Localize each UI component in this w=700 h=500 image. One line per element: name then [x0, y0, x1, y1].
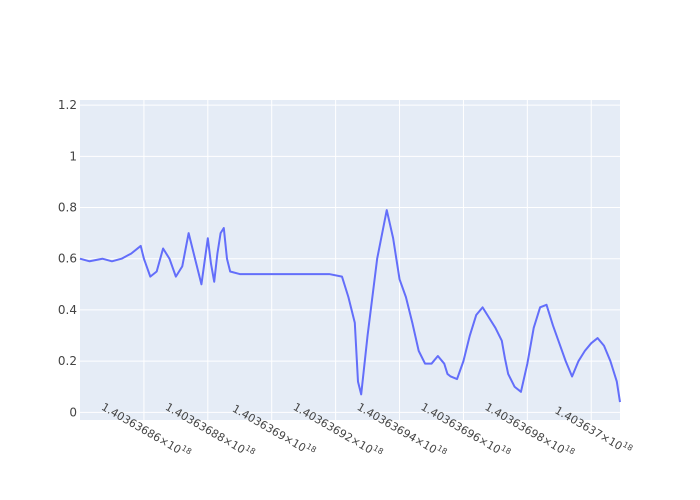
- y-tick-label: 1.2: [58, 98, 77, 112]
- plot-area: [80, 100, 620, 420]
- y-tick-label: 0.8: [58, 201, 77, 215]
- y-tick-label: 0.6: [58, 252, 77, 266]
- y-tick-label: 0.4: [58, 303, 77, 317]
- series-group: [79, 209, 621, 403]
- y-tick-label: 1: [69, 149, 77, 163]
- y-axis: 0 0.2 0.4 0.6 0.8 1 1.2: [58, 98, 77, 419]
- y-tick-label: 0: [69, 405, 77, 419]
- y-tick-label: 0.2: [58, 354, 77, 368]
- series-line: [79, 209, 621, 403]
- grid-lines: [80, 100, 620, 420]
